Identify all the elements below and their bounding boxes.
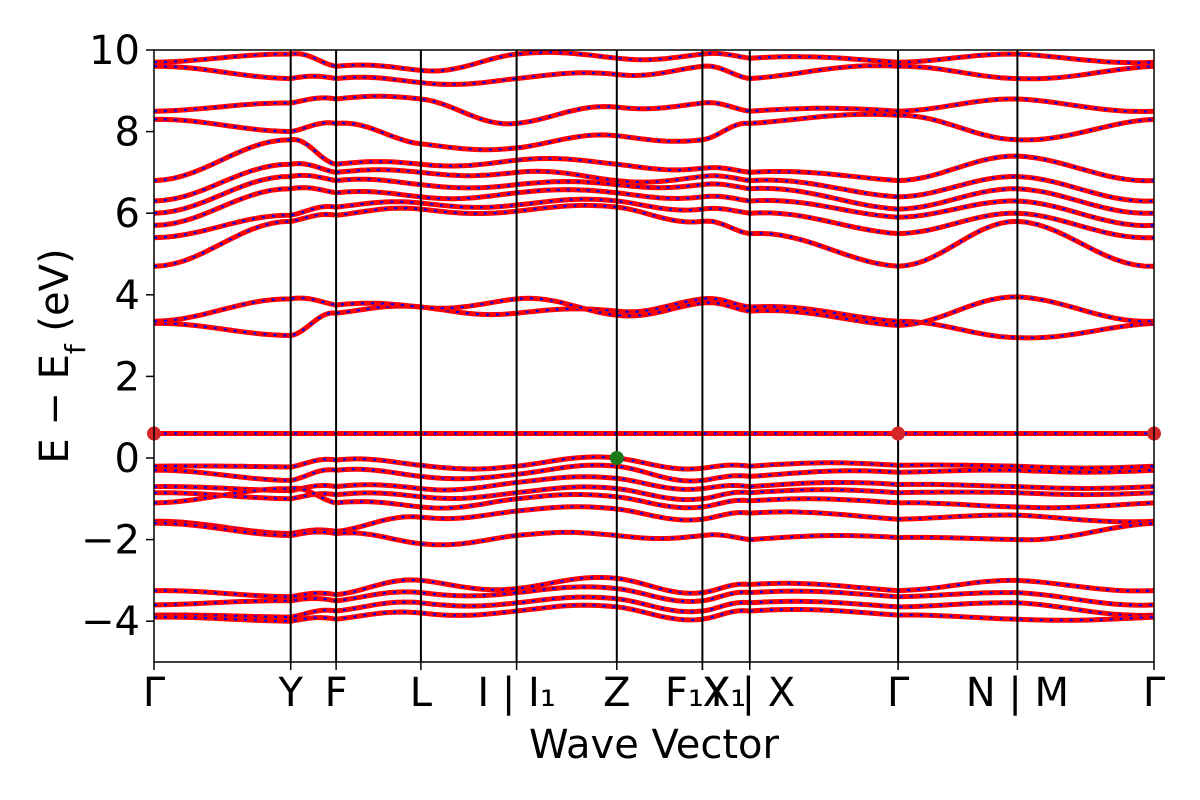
band-line-blue: [153, 487, 1155, 510]
x-tick-label: N | M: [966, 670, 1069, 716]
x-tick-label: F: [325, 670, 348, 716]
x-tick-label: Y | X: [703, 670, 795, 716]
x-tick-label: L: [410, 670, 433, 716]
band-line-red: [154, 296, 1155, 341]
band-line-blue: [153, 138, 1155, 182]
y-tick-label: 10: [89, 28, 140, 74]
band-lines: [153, 49, 1155, 624]
band-line-blue: [154, 576, 1155, 598]
band-line-red: [153, 294, 1155, 328]
y-tick-label: 4: [115, 273, 140, 319]
y-tick-label: 6: [115, 191, 140, 237]
x-tick-label: Y: [277, 670, 303, 716]
y-axis-title-suffix: (eV): [32, 248, 78, 344]
y-axis-ticks: −4 −2 0 2 4 6 8 10: [81, 28, 154, 645]
y-tick-label: −2: [81, 518, 140, 564]
band-line-blue: [153, 95, 1155, 126]
x-axis-title: Wave Vector: [529, 722, 780, 768]
y-axis-title: E − Ef (eV): [32, 248, 92, 463]
y-axis-title-base: E − E: [32, 354, 78, 464]
y-tick-label: −4: [81, 599, 140, 645]
kpoint-separators: [289, 50, 1019, 662]
band-line-blue: [153, 51, 1155, 73]
x-tick-label: Γ: [887, 670, 910, 716]
red-marker: [891, 426, 906, 441]
x-tick-label: X₁: [703, 670, 746, 716]
y-axis-title-sub: f: [59, 343, 92, 354]
y-tick-label: 0: [115, 436, 140, 482]
x-tick-label: F₁: [665, 670, 704, 716]
band-line-red: [153, 504, 1155, 536]
y-tick-label: 8: [115, 110, 140, 156]
x-tick-label: Γ: [143, 670, 166, 716]
band-line-blue: [153, 198, 1155, 239]
green-marker: [609, 451, 624, 465]
y-tick-label: 2: [115, 354, 140, 400]
x-tick-label: Z: [603, 670, 630, 716]
x-tick-label: I | I₁: [477, 670, 556, 716]
x-tick-label: Γ: [1143, 670, 1166, 716]
plot-frame: [153, 49, 1155, 663]
